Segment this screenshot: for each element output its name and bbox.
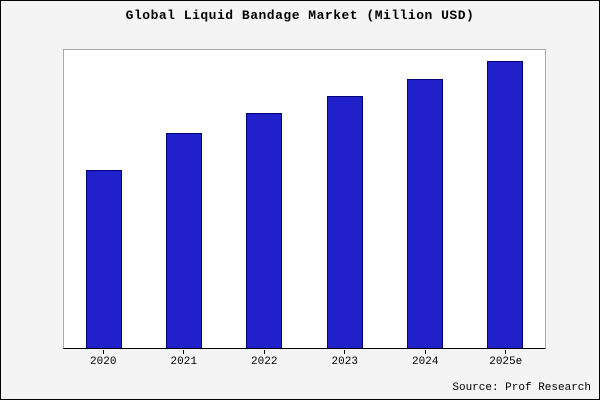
x-tick-label: 2022: [251, 356, 278, 368]
bar: [246, 113, 283, 348]
x-tick-label: 2020: [90, 356, 117, 368]
bar-slot: [305, 50, 385, 348]
x-tick-mark: [263, 350, 265, 354]
bar: [166, 133, 203, 348]
bar-slot: [465, 50, 545, 348]
x-tick-label: 2025e: [489, 356, 523, 368]
x-tick-cell: 2025e: [466, 350, 547, 368]
x-tick-mark: [424, 350, 426, 354]
x-tick-mark: [183, 350, 185, 354]
x-tick-cell: 2024: [385, 350, 466, 368]
source-text: Source: Prof Research: [452, 382, 591, 394]
x-tick-mark: [505, 350, 507, 354]
x-tick-label: 2024: [412, 356, 439, 368]
x-tick-label: 2021: [170, 356, 197, 368]
bar-slot: [64, 50, 144, 348]
x-tick-cell: 2022: [224, 350, 305, 368]
bar: [326, 95, 363, 348]
x-tick-mark: [102, 350, 104, 354]
x-tick-mark: [344, 350, 346, 354]
x-tick-cell: 2021: [144, 350, 225, 368]
bar: [406, 78, 443, 348]
chart-title: Global Liquid Bandage Market (Million US…: [125, 8, 475, 23]
bar: [86, 170, 123, 348]
bar-slot: [224, 50, 304, 348]
plot-area: [63, 49, 546, 349]
x-tick-cell: 2020: [63, 350, 144, 368]
x-tick-cell: 2023: [305, 350, 386, 368]
x-axis-labels: 2020 2021 2022 2023 2024 2025e: [63, 350, 546, 368]
bars-container: [64, 50, 545, 348]
bar-slot: [385, 50, 465, 348]
bar: [486, 61, 523, 348]
bar-slot: [144, 50, 224, 348]
x-tick-label: 2023: [331, 356, 358, 368]
